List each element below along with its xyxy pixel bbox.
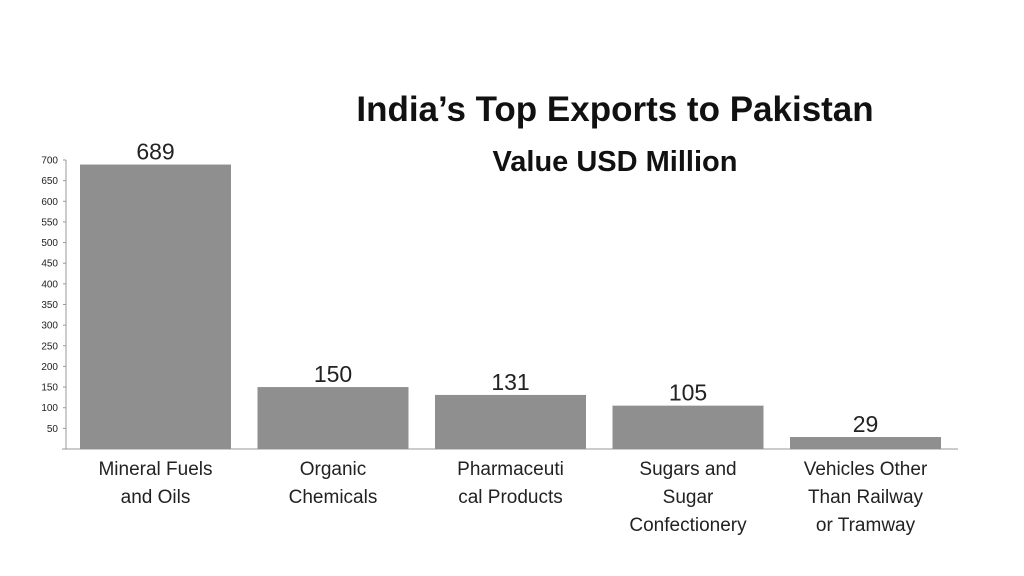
- bar-layer: [80, 164, 941, 449]
- data-label: 105: [669, 380, 707, 406]
- data-label: 150: [314, 361, 352, 387]
- category-label: Organic Chemicals: [248, 456, 418, 512]
- y-tick-label: 500: [41, 238, 58, 249]
- bar: [257, 387, 409, 449]
- y-tick-label: 450: [41, 259, 58, 270]
- category-label-line: cal Products: [458, 487, 563, 508]
- category-label: Mineral Fuels and Oils: [71, 456, 241, 512]
- y-tick-label: 250: [41, 341, 58, 352]
- data-label: 29: [853, 411, 879, 437]
- y-tick-label: 300: [41, 321, 58, 332]
- data-label: 689: [136, 139, 174, 165]
- category-label: Sugars and Sugar Confectionery: [603, 456, 773, 540]
- bar: [435, 394, 586, 449]
- category-label: Vehicles Other Than Railway or Tramway: [781, 456, 951, 540]
- y-tick-label: 550: [41, 217, 58, 228]
- category-label-line: Sugar: [662, 487, 714, 508]
- category-label-line: and Oils: [120, 487, 191, 508]
- category-label-line: Sugars and: [639, 459, 737, 480]
- chart-subtitle: Value USD Million: [492, 146, 738, 178]
- bar: [612, 405, 764, 449]
- y-tick-label: 350: [41, 300, 58, 311]
- y-tick-label: 50: [47, 424, 59, 435]
- y-tick-label: 400: [41, 279, 58, 290]
- category-label-line: Chemicals: [288, 487, 378, 508]
- bar: [790, 437, 941, 449]
- category-label-line: Confectionery: [629, 515, 747, 536]
- category-label-line: Pharmaceuti: [457, 459, 564, 480]
- category-label-line: Than Railway: [807, 487, 924, 508]
- y-tick-label: 600: [41, 197, 58, 208]
- data-label: 131: [491, 369, 529, 395]
- category-label-line: or Tramway: [815, 515, 916, 536]
- y-tick-label: 200: [41, 362, 58, 373]
- category-label-line: Mineral Fuels: [98, 459, 213, 480]
- data-label-layer: 689 150 131 105 29: [136, 139, 878, 437]
- category-label-line: Organic: [299, 459, 367, 480]
- y-tick-label: 650: [41, 176, 58, 187]
- category-label: Pharmaceuti cal Products: [426, 456, 596, 512]
- y-tick-label: 150: [41, 383, 58, 394]
- chart-title: India’s Top Exports to Pakistan: [356, 90, 874, 129]
- category-label-line: Vehicles Other: [803, 459, 928, 480]
- bar: [80, 164, 231, 449]
- y-tick-label: 700: [41, 156, 58, 167]
- y-tick-label: 100: [41, 403, 58, 414]
